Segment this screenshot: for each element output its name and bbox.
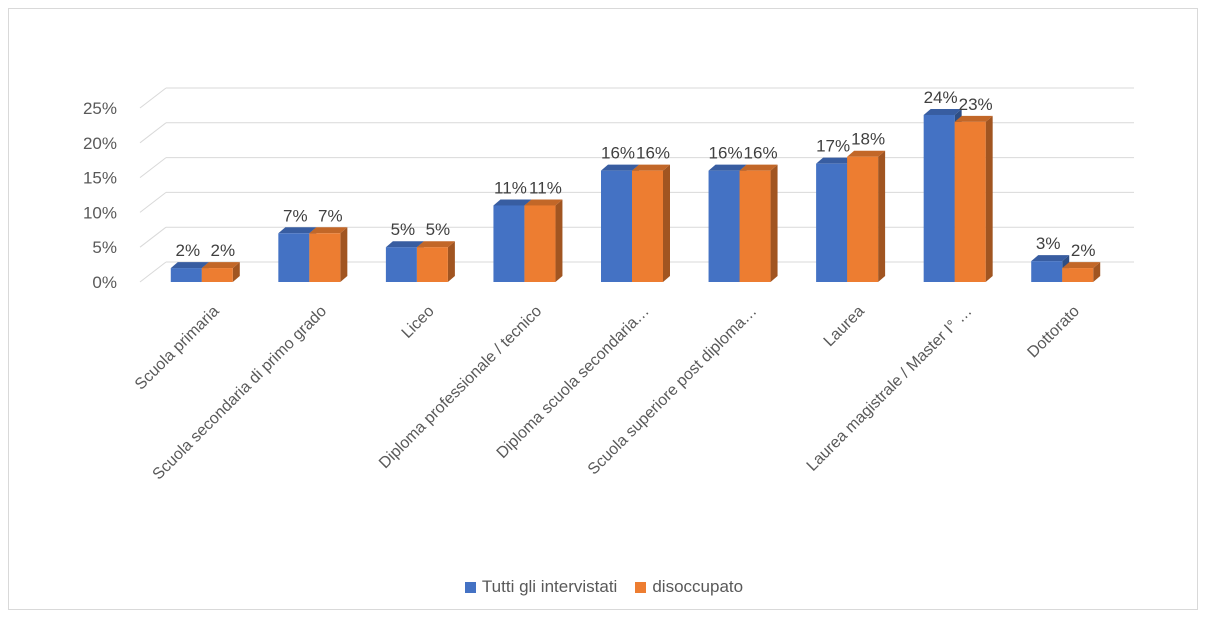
bar-s1-c1 (309, 233, 341, 282)
bar-s0-c5 (708, 170, 740, 282)
bar-side-s1-c7 (985, 115, 993, 282)
data-label-s0-c7: 24% (924, 88, 958, 107)
y-tick-label: 0% (92, 273, 117, 292)
bar-s0-c0 (170, 268, 202, 282)
bar-top-s0-c2 (385, 241, 424, 248)
data-label-s1-c6: 18% (851, 130, 885, 149)
bar-top-s1-c7 (954, 115, 993, 122)
bar-side-s1-c1 (340, 227, 348, 282)
data-label-s1-c5: 16% (744, 144, 778, 163)
bar-top-s1-c6 (847, 150, 886, 157)
data-label-s1-c0: 2% (210, 241, 235, 260)
bar-s1-c7 (954, 121, 986, 282)
bar-s1-c4 (632, 170, 663, 282)
gridline-depth (139, 122, 167, 144)
data-label-s1-c3: 11% (529, 178, 562, 197)
x-category-label: Dottorato (1024, 303, 1083, 362)
bar-top-s1-c1 (309, 227, 348, 234)
bar-s0-c2 (385, 247, 417, 282)
legend-swatch-series-0 (464, 581, 476, 593)
gridline-depth (139, 87, 167, 109)
legend-label-series-1: disoccupato (652, 577, 744, 596)
bar-top-s0-c1 (278, 227, 317, 234)
data-labels: 2% 2%7% 7%5% 5%11% 11%16% 16% 16% 16% 17% 18%24% 2… (175, 88, 1095, 260)
bar-s0-c8 (1031, 261, 1063, 282)
y-tick-label: 20% (83, 134, 117, 153)
bar-top-s1-c5 (739, 164, 778, 171)
legend-label-series-0: Tutti gli intervistati (481, 577, 618, 596)
bar-side-s1-c3 (555, 199, 563, 282)
data-label-s0-c1: 7% (283, 206, 308, 225)
bar-top-s1-c3 (524, 199, 563, 206)
bar-s1-c0 (201, 268, 233, 282)
data-label-s0-c6: 17% (816, 137, 850, 156)
data-label-s0-c5: 16% (709, 144, 743, 163)
legend: Tutti gli intervistati disoccupato (0, 577, 1208, 597)
y-tick-label: 5% (92, 238, 117, 257)
x-category-label: Laurea (821, 303, 868, 350)
bar-top-s0-c5 (708, 164, 747, 171)
bar-s0-c4 (601, 170, 632, 282)
bars (170, 108, 1101, 283)
bar-s0-c6 (816, 163, 848, 282)
bar-s0-c7 (923, 114, 955, 283)
x-category-label: Scuola secondaria di primo grado (150, 303, 331, 484)
gridline-depth (139, 226, 167, 248)
bar-s0-c1 (278, 233, 310, 282)
data-label-s0-c3: 11% (494, 178, 527, 197)
data-label-s1-c2: 5% (426, 220, 451, 239)
data-label-s1-c4: 16% (636, 144, 670, 163)
bar-s1-c6 (847, 156, 879, 282)
data-label-s1-c8: 2% (1071, 241, 1096, 260)
legend-swatch-series-1 (635, 581, 647, 593)
y-axis: 0% 5% 10% 15% 20% 25% (83, 99, 117, 292)
y-tick-label: 10% (83, 203, 117, 222)
legend-item-series-1: disoccupato (635, 577, 743, 597)
bar-top-s0-c3 (493, 199, 532, 206)
data-label-s0-c8: 3% (1036, 234, 1061, 253)
bar-side-s1-c0 (232, 262, 240, 282)
bar-top-s0-c0 (170, 262, 209, 269)
bar-top-s0-c7 (923, 108, 962, 115)
bar-s1-c5 (739, 170, 771, 282)
bar-top-s0-c8 (1031, 255, 1070, 262)
bar-side-s1-c2 (447, 241, 455, 282)
bar-top-s1-c2 (416, 241, 455, 248)
data-label-s1-c7: 23% (959, 95, 993, 114)
bar-side-s1-c4 (663, 164, 670, 282)
x-category-label: Scuola superiore post diploma… (585, 303, 761, 479)
data-label-s0-c4: 16% (601, 144, 635, 163)
bar-s1-c2 (416, 247, 448, 282)
y-tick-label: 25% (83, 99, 117, 118)
bar-top-s1-c0 (201, 262, 240, 269)
data-label-s1-c1: 7% (318, 206, 343, 225)
bar-s1-c8 (1062, 268, 1094, 282)
gridline-depth (139, 157, 167, 178)
gridline-depth (139, 192, 167, 213)
data-label-s0-c2: 5% (391, 220, 416, 239)
bar-top-s1-c4 (632, 164, 670, 171)
bar-s1-c3 (524, 205, 556, 282)
bar-side-s1-c5 (770, 164, 778, 282)
legend-item-series-0: Tutti gli intervistati (464, 577, 618, 597)
bar-top-s0-c4 (601, 164, 639, 171)
bar-s0-c3 (493, 205, 525, 282)
gridline-depth (139, 261, 167, 283)
bar-top-s1-c8 (1062, 262, 1101, 269)
x-category-label: Scuola primaria (132, 303, 223, 394)
data-label-s0-c0: 2% (175, 241, 200, 260)
bar-top-s0-c6 (816, 157, 855, 164)
x-category-label: Liceo (399, 303, 438, 342)
chart-frame (8, 8, 1198, 610)
bar-side-s1-c6 (878, 150, 886, 282)
y-tick-label: 15% (83, 169, 117, 188)
bar-side-s1-c8 (1093, 262, 1101, 282)
